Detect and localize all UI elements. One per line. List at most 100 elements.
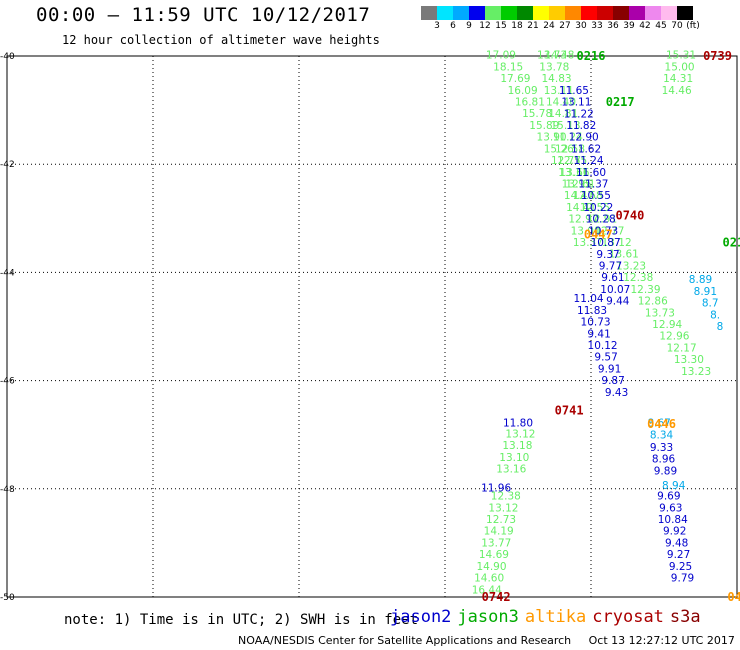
wave-height-value: 13.66: [559, 167, 589, 179]
wave-height-value: 9.69: [657, 491, 680, 503]
wave-height-value: 9.33: [650, 442, 673, 454]
wave-height-value: 15.31: [666, 50, 696, 62]
wave-height-value: 9.41: [587, 328, 610, 340]
y-tick-label: -46: [0, 377, 15, 387]
wave-height-value: 11.80: [503, 418, 533, 430]
wave-height-value: 13.12: [602, 237, 632, 249]
color-swatch: [565, 6, 581, 20]
y-tick-label: -44: [0, 268, 15, 278]
wave-height-value: 11.82: [566, 120, 596, 132]
wave-height-value: 11.04: [574, 293, 604, 305]
wave-height-value: 10.55: [581, 190, 611, 202]
wave-height-value: 15.13: [550, 120, 580, 132]
color-scale-label: 30: [575, 21, 587, 31]
wave-height-value: 14.47: [564, 190, 594, 202]
color-scale-label: 36: [607, 21, 619, 31]
wave-height-value: 9.79: [671, 573, 694, 585]
wave-height-value: 14.83: [542, 73, 572, 85]
wave-height-value: 11.62: [571, 143, 601, 155]
wave-height-value: 16.81: [515, 97, 545, 109]
wave-height-value: 13.23: [616, 260, 646, 272]
wave-height-value: 9.37: [596, 249, 619, 261]
wave-height-value: 14.81: [548, 108, 578, 120]
wave-height-value: 11.24: [574, 155, 604, 167]
wave-height-value: 10.84: [658, 514, 688, 526]
wave-height-value: 12.38: [623, 272, 653, 284]
credit-text: NOAA/NESDIS Center for Satellite Applica…: [238, 634, 572, 647]
wave-height-value: 10.22: [583, 202, 613, 214]
wave-height-value: 12.97: [568, 214, 598, 226]
wave-height-value: 10.87: [591, 237, 621, 249]
wave-height-value: 13.12: [505, 428, 535, 440]
footnote: note: 1) Time is in UTC; 2) SWH is in fe…: [64, 612, 419, 628]
legend-item-jason2: jason2: [390, 607, 452, 627]
color-swatch: [597, 6, 613, 20]
color-swatch: [437, 6, 453, 20]
color-scale-label: 18: [511, 21, 523, 31]
pass-time-label: 0447: [584, 228, 613, 242]
legend-item-cryosat: cryosat: [592, 607, 664, 627]
wave-height-value: 13.16: [496, 464, 526, 476]
wave-height-value: 13.37: [573, 237, 603, 249]
y-tick-label: -42: [0, 160, 15, 170]
color-scale-unit: (ft): [686, 21, 700, 31]
color-swatch: [453, 6, 469, 20]
y-tick-label: -50: [0, 593, 15, 603]
y-tick-label: -48: [0, 485, 15, 495]
wave-height-value: 12.73: [486, 514, 516, 526]
color-swatch: [581, 6, 597, 20]
wave-height-value: 10.12: [588, 340, 618, 352]
wave-height-value: 14.41: [566, 202, 596, 214]
pass-time-label: 0742: [482, 590, 511, 604]
wave-height-value: 13.78: [539, 61, 569, 73]
color-swatch: [645, 6, 661, 20]
wave-height-value: 12.17: [667, 342, 697, 354]
wave-height-value: 13.73: [537, 50, 567, 62]
wave-height-value: 9.61: [601, 272, 624, 284]
y-tick-label: -40: [0, 52, 15, 62]
wave-height-value: 13.73: [645, 307, 675, 319]
pass-time-label: 0214: [723, 236, 740, 250]
wave-height-value: 12.38: [491, 491, 521, 503]
color-swatch: [485, 6, 501, 20]
wave-height-value: 11.24: [553, 132, 583, 144]
wave-height-value: 12.77: [594, 225, 624, 237]
wave-height-value: 9.27: [667, 549, 690, 561]
legend-item-jason3: jason3: [457, 607, 519, 627]
wave-height-value: 13.90: [537, 132, 567, 144]
wave-height-value: 8.7: [702, 298, 719, 310]
color-scale-label: 24: [543, 21, 555, 31]
map-subtitle: 12 hour collection of altimeter wave hei…: [62, 33, 380, 47]
credit-line: NOAA/NESDIS Center for Satellite Applica…: [238, 634, 735, 647]
wave-height-value: 9.87: [601, 375, 624, 387]
wave-height-value: 14.40: [546, 97, 576, 109]
wave-height-value: 9.63: [659, 502, 682, 514]
satellite-legend: jason2 jason3 altika cryosat s3a: [390, 607, 707, 627]
wave-height-value: 8.: [710, 309, 720, 321]
wave-height-value: 12.96: [659, 331, 689, 343]
wave-height-value: 13.77: [481, 537, 511, 549]
wave-height-value: 13.18: [502, 440, 532, 452]
pass-time-label: 0217: [606, 95, 635, 109]
wave-height-value: 9.48: [665, 537, 688, 549]
wave-height-value: 12.94: [652, 319, 682, 331]
wave-height-value: 13.23: [681, 366, 711, 378]
wave-height-value: 14.69: [479, 549, 509, 561]
wave-height-value: 13.31: [558, 167, 588, 179]
color-scale-bar: [421, 6, 693, 20]
pass-time-labels: 0216 0217 0214 0739 0740 0741 0742 0447 0446 04: [482, 49, 740, 604]
wave-height-value: 14.19: [484, 526, 514, 538]
pass-time-label: 0739: [703, 49, 732, 63]
generated-timestamp: Oct 13 12:27:12 UTC 2017: [588, 634, 735, 647]
wave-height-value: 13.10: [499, 452, 529, 464]
wave-height-value: 12.55: [557, 155, 587, 167]
wave-height-value: 13.00: [571, 225, 601, 237]
wave-height-value: 11.60: [576, 167, 606, 179]
color-swatch: [421, 6, 437, 20]
wave-height-value: 12.77: [551, 155, 581, 167]
color-scale-label: 6: [450, 21, 456, 31]
color-scale-label: 21: [527, 21, 539, 31]
color-swatch: [629, 6, 645, 20]
wave-height-value: 11.65: [559, 85, 589, 97]
